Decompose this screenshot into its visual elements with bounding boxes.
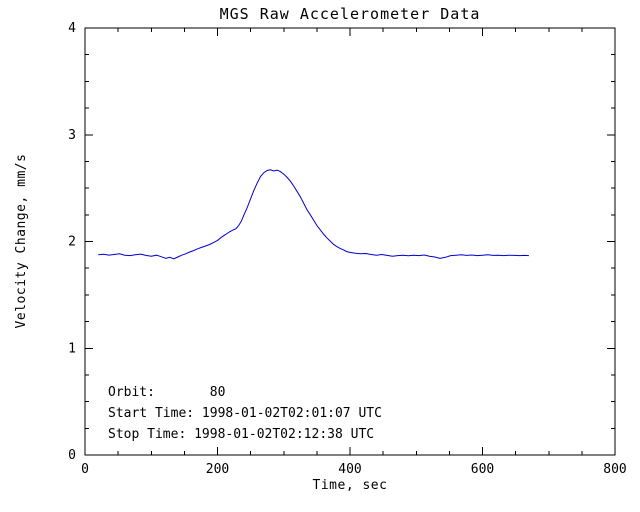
y-axis-label: Velocity Change, mm/s bbox=[14, 153, 29, 329]
data-line-velocity-change bbox=[98, 169, 529, 260]
stop-time-annotation: Stop Time: 1998-01-02T02:12:38 UTC bbox=[108, 427, 375, 442]
chart-title: MGS Raw Accelerometer Data bbox=[219, 5, 481, 23]
x-tick-label: 200 bbox=[206, 462, 229, 477]
x-tick-label: 0 bbox=[81, 462, 89, 477]
orbit-annotation: Orbit: 80 bbox=[108, 385, 226, 400]
x-tick-label: 600 bbox=[471, 462, 494, 477]
y-tick-label: 2 bbox=[68, 235, 76, 250]
y-tick-label: 3 bbox=[68, 128, 76, 143]
y-tick-label: 0 bbox=[68, 448, 76, 463]
start-time-annotation: Start Time: 1998-01-02T02:01:07 UTC bbox=[108, 406, 382, 421]
y-tick-label: 1 bbox=[68, 341, 76, 356]
annotation-block: Orbit: 80 Start Time: 1998-01-02T02:01:0… bbox=[108, 382, 382, 445]
x-tick-label: 400 bbox=[338, 462, 361, 477]
x-axis-label: Time, sec bbox=[312, 478, 388, 493]
x-tick-label: 800 bbox=[603, 462, 626, 477]
y-tick-label: 4 bbox=[68, 21, 76, 36]
